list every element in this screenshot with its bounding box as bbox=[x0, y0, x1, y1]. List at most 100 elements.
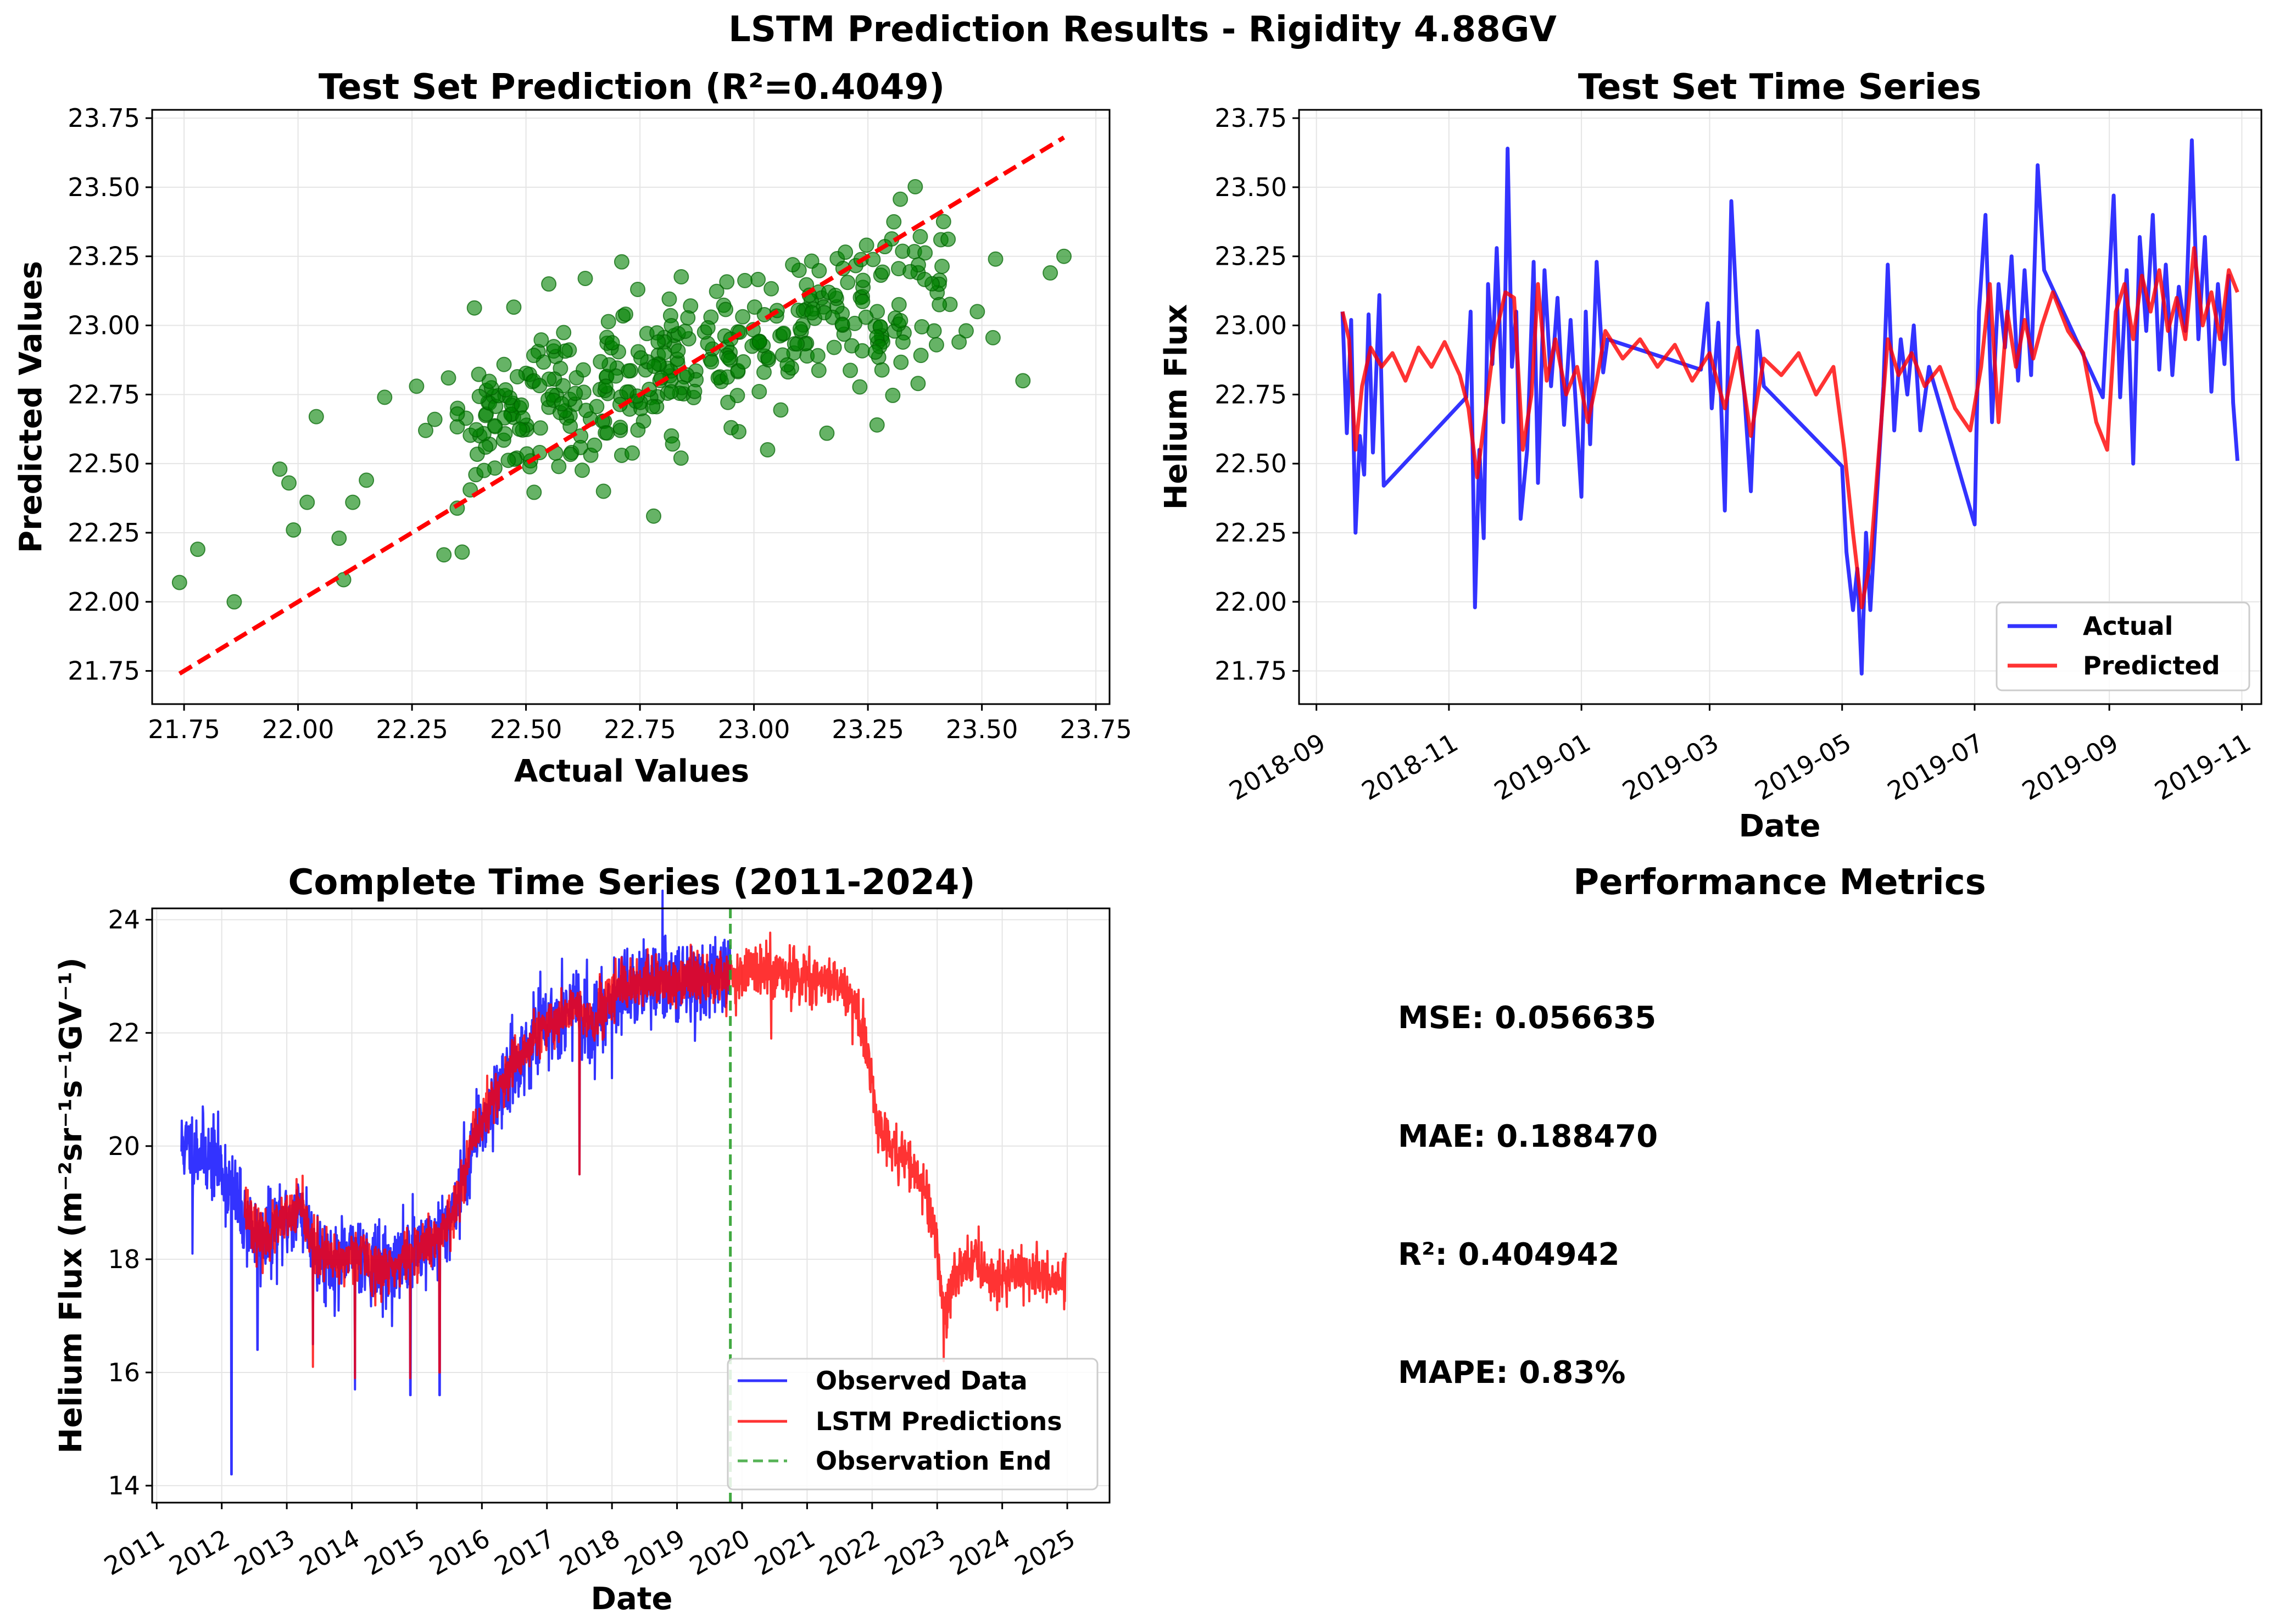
scatter-point bbox=[532, 378, 548, 394]
scatter-ytick-label: 23.25 bbox=[68, 242, 140, 271]
scatter-point bbox=[811, 362, 827, 378]
scatter-point bbox=[720, 394, 736, 410]
scatter-point bbox=[928, 337, 944, 353]
scatter-point bbox=[487, 418, 503, 434]
metrics-title: Performance Metrics bbox=[1573, 862, 1986, 903]
scatter-point bbox=[1043, 265, 1058, 281]
scatter-point bbox=[951, 334, 967, 350]
scatter-point bbox=[427, 411, 443, 427]
timeseries-ytick-label: 22.50 bbox=[1214, 449, 1287, 478]
scatter-point bbox=[554, 396, 570, 412]
timeseries-title: Test Set Time Series bbox=[1578, 67, 1981, 108]
legend-predicted-label: Predicted bbox=[2083, 651, 2220, 680]
complete-xlabel: Date bbox=[590, 1581, 672, 1617]
scatter-point bbox=[359, 472, 375, 488]
scatter-point bbox=[630, 281, 646, 297]
scatter-point bbox=[763, 281, 779, 297]
scatter-point bbox=[969, 304, 985, 320]
scatter-point bbox=[917, 245, 933, 261]
scatter-point bbox=[661, 291, 677, 307]
scatter-ytick-label: 23.75 bbox=[68, 103, 140, 133]
scatter-point bbox=[272, 461, 288, 477]
scatter-point bbox=[498, 382, 514, 398]
scatter-point bbox=[811, 263, 827, 278]
scatter-point bbox=[533, 332, 549, 348]
complete-ytick-label: 16 bbox=[108, 1358, 140, 1387]
scatter-point bbox=[593, 354, 609, 370]
scatter-point bbox=[719, 274, 735, 290]
scatter-point bbox=[855, 293, 871, 309]
timeseries-ytick-label: 22.75 bbox=[1214, 380, 1287, 409]
scatter-point bbox=[843, 362, 859, 378]
scatter-point bbox=[934, 259, 950, 275]
scatter-point bbox=[532, 420, 548, 436]
scatter-points bbox=[171, 135, 1072, 676]
scatter-point bbox=[598, 378, 614, 394]
complete-xtick-label: 2022 bbox=[815, 1523, 885, 1581]
timeseries-lines bbox=[1340, 138, 2239, 676]
scatter-point bbox=[855, 272, 871, 288]
timeseries-ytick-label: 21.75 bbox=[1214, 656, 1287, 686]
scatter-point bbox=[600, 314, 616, 330]
timeseries-xtick-label: 2019-05 bbox=[1750, 728, 1856, 806]
scatter-point bbox=[789, 336, 805, 352]
scatter-point bbox=[704, 354, 720, 370]
scatter-point bbox=[664, 318, 679, 334]
scatter-point bbox=[604, 335, 620, 351]
scatter-ytick-label: 22.75 bbox=[68, 380, 140, 409]
metric-mse: MSE: 0.056635 bbox=[1398, 1000, 1656, 1036]
scatter-ytick-label: 22.25 bbox=[68, 518, 140, 548]
scatter-point bbox=[171, 574, 187, 590]
scatter-point bbox=[670, 343, 686, 359]
scatter-ytick-label: 23.00 bbox=[68, 311, 140, 341]
complete-xtick-label: 2020 bbox=[684, 1523, 755, 1581]
scatter-point bbox=[497, 410, 512, 426]
complete-xtick-label: 2015 bbox=[359, 1523, 430, 1581]
scatter-point bbox=[902, 264, 918, 280]
scatter-point bbox=[673, 450, 689, 466]
scatter-point bbox=[646, 358, 662, 374]
legend-observed-label: Observed Data bbox=[816, 1366, 1028, 1396]
scatter-point bbox=[619, 384, 635, 400]
scatter-point bbox=[441, 370, 456, 386]
scatter-point bbox=[646, 508, 661, 524]
scatter-point bbox=[612, 420, 628, 436]
scatter-point bbox=[785, 257, 801, 273]
scatter-point bbox=[500, 453, 516, 468]
scatter-point bbox=[226, 594, 242, 610]
scatter-point bbox=[709, 283, 724, 299]
scatter-point bbox=[886, 214, 902, 230]
scatter-point bbox=[958, 323, 974, 339]
predicted-line bbox=[1340, 246, 2239, 610]
timeseries-ylabel: Helium Flux bbox=[1158, 304, 1194, 510]
timeseries-xtick-label: 2019-03 bbox=[1618, 728, 1724, 806]
scatter-point bbox=[546, 339, 562, 355]
complete-grid bbox=[152, 908, 1110, 1503]
scatter-point bbox=[700, 320, 716, 336]
timeseries-xtick-label: 2018-09 bbox=[1224, 728, 1330, 806]
scatter-point bbox=[932, 297, 948, 312]
timeseries-ytick-label: 23.00 bbox=[1214, 311, 1287, 341]
scatter-point bbox=[551, 459, 567, 475]
complete-xtick-label: 2012 bbox=[164, 1523, 235, 1581]
scatter-xtick-label: 23.50 bbox=[946, 715, 1018, 744]
scatter-point bbox=[917, 271, 933, 287]
metric-r2: R²: 0.404942 bbox=[1398, 1237, 1620, 1273]
scatter-point bbox=[859, 237, 874, 253]
timeseries-xlabel: Date bbox=[1738, 808, 1820, 844]
scatter-ytick-label: 23.50 bbox=[68, 172, 140, 202]
scatter-point bbox=[735, 309, 751, 325]
scatter-point bbox=[449, 419, 465, 435]
timeseries-xtick-label: 2019-11 bbox=[2149, 728, 2255, 806]
scatter-point bbox=[773, 402, 789, 418]
scatter-point bbox=[449, 406, 465, 422]
scatter-point bbox=[469, 422, 484, 438]
scatter-point bbox=[677, 323, 693, 339]
scatter-point bbox=[664, 384, 679, 400]
scatter-point bbox=[599, 425, 615, 441]
scatter-axes-frame bbox=[151, 109, 1111, 705]
scatter-point bbox=[895, 334, 911, 350]
complete-xtick-label: 2023 bbox=[879, 1523, 950, 1581]
timeseries-ytick-label: 22.25 bbox=[1214, 518, 1287, 548]
